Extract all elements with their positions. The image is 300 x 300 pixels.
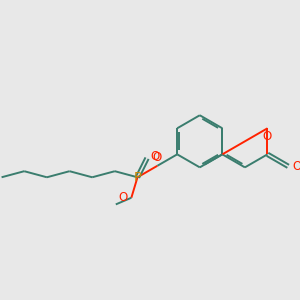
Text: O: O [263,130,272,143]
Text: O: O [292,160,300,173]
Text: O: O [118,191,128,204]
Text: O: O [152,151,161,164]
Text: O: O [150,150,159,163]
Text: P: P [134,171,142,184]
